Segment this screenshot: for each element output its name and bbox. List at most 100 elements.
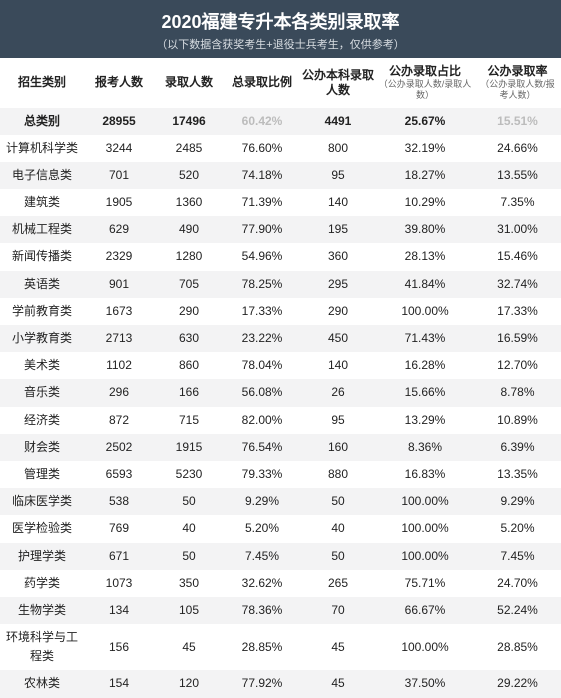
cell: 120 xyxy=(154,670,224,697)
cell: 100.00% xyxy=(376,543,474,570)
cell: 1360 xyxy=(154,189,224,216)
cell: 总类别 xyxy=(0,108,84,135)
cell: 17.33% xyxy=(474,298,561,325)
cell: 76.54% xyxy=(224,434,300,461)
cell: 经济类 xyxy=(0,407,84,434)
cell: 8.78% xyxy=(474,379,561,406)
cell: 17.33% xyxy=(224,298,300,325)
cell: 45 xyxy=(154,624,224,670)
cell: 39.80% xyxy=(376,216,474,243)
cell: 71.43% xyxy=(376,325,474,352)
table-row: 电子信息类70152074.18%9518.27%13.55% xyxy=(0,162,561,189)
cell: 140 xyxy=(300,352,376,379)
cell: 79.33% xyxy=(224,461,300,488)
cell: 50 xyxy=(300,543,376,570)
header: 2020福建专升本各类别录取率 （以下数据含获奖考生+退役士兵考生，仅供参考） xyxy=(0,0,561,58)
cell: 52.24% xyxy=(474,597,561,624)
cell: 29.22% xyxy=(474,670,561,697)
table-container: 2020福建专升本各类别录取率 （以下数据含获奖考生+退役士兵考生，仅供参考） … xyxy=(0,0,561,698)
cell: 护理学类 xyxy=(0,543,84,570)
cell: 音乐类 xyxy=(0,379,84,406)
cell: 77.90% xyxy=(224,216,300,243)
cell: 临床医学类 xyxy=(0,488,84,515)
table-row: 建筑类1905136071.39%14010.29%7.35% xyxy=(0,189,561,216)
cell: 290 xyxy=(154,298,224,325)
cell: 6.39% xyxy=(474,434,561,461)
cell: 药学类 xyxy=(0,570,84,597)
cell: 78.36% xyxy=(224,597,300,624)
cell: 296 xyxy=(84,379,154,406)
head-row: 招生类别报考人数录取人数总录取比例公办本科录取人数公办录取占比（公办录取人数/录… xyxy=(0,58,561,108)
cell: 195 xyxy=(300,216,376,243)
cell: 15.51% xyxy=(474,108,561,135)
cell: 26 xyxy=(300,379,376,406)
cell: 671 xyxy=(84,543,154,570)
cell: 17496 xyxy=(154,108,224,135)
cell: 23.22% xyxy=(224,325,300,352)
cell: 705 xyxy=(154,271,224,298)
cell: 450 xyxy=(300,325,376,352)
cell: 66.67% xyxy=(376,597,474,624)
table-row: 音乐类29616656.08%2615.66%8.78% xyxy=(0,379,561,406)
cell: 15.46% xyxy=(474,243,561,270)
cell: 360 xyxy=(300,243,376,270)
table-row: 环境科学与工程类1564528.85%45100.00%28.85% xyxy=(0,624,561,670)
cell: 45 xyxy=(300,624,376,670)
cell: 13.29% xyxy=(376,407,474,434)
col-header-sub: （公办录取人数/报考人数） xyxy=(476,79,559,102)
col-header-label: 公办本科录取人数 xyxy=(302,68,374,97)
col-header-1: 报考人数 xyxy=(84,58,154,108)
col-header-6: 公办录取率（公办录取人数/报考人数） xyxy=(474,58,561,108)
cell: 156 xyxy=(84,624,154,670)
cell: 环境科学与工程类 xyxy=(0,624,84,670)
cell: 3244 xyxy=(84,135,154,162)
cell: 25.67% xyxy=(376,108,474,135)
col-header-label: 报考人数 xyxy=(95,75,143,89)
cell: 60.42% xyxy=(224,108,300,135)
cell: 小学教育类 xyxy=(0,325,84,352)
cell: 166 xyxy=(154,379,224,406)
cell: 7.45% xyxy=(224,543,300,570)
cell: 31.00% xyxy=(474,216,561,243)
table-row: 学前教育类167329017.33%290100.00%17.33% xyxy=(0,298,561,325)
table-row: 临床医学类538509.29%50100.00%9.29% xyxy=(0,488,561,515)
cell: 74.18% xyxy=(224,162,300,189)
cell: 154 xyxy=(84,670,154,697)
cell: 医学检验类 xyxy=(0,515,84,542)
col-header-label: 公办录取占比 xyxy=(389,64,461,78)
cell: 28.13% xyxy=(376,243,474,270)
col-header-3: 总录取比例 xyxy=(224,58,300,108)
cell: 7.35% xyxy=(474,189,561,216)
table-row: 小学教育类271363023.22%45071.43%16.59% xyxy=(0,325,561,352)
table-row: 经济类87271582.00%9513.29%10.89% xyxy=(0,407,561,434)
cell: 701 xyxy=(84,162,154,189)
header-subtitle: （以下数据含获奖考生+退役士兵考生，仅供参考） xyxy=(0,36,561,52)
cell: 建筑类 xyxy=(0,189,84,216)
table-row: 英语类90170578.25%29541.84%32.74% xyxy=(0,271,561,298)
cell: 538 xyxy=(84,488,154,515)
table-row: 药学类107335032.62%26575.71%24.70% xyxy=(0,570,561,597)
cell: 15.66% xyxy=(376,379,474,406)
cell: 50 xyxy=(300,488,376,515)
cell: 134 xyxy=(84,597,154,624)
cell: 520 xyxy=(154,162,224,189)
table-head: 招生类别报考人数录取人数总录取比例公办本科录取人数公办录取占比（公办录取人数/录… xyxy=(0,58,561,108)
cell: 2329 xyxy=(84,243,154,270)
cell: 860 xyxy=(154,352,224,379)
cell: 490 xyxy=(154,216,224,243)
cell: 学前教育类 xyxy=(0,298,84,325)
cell: 70 xyxy=(300,597,376,624)
col-header-label: 公办录取率 xyxy=(487,64,547,78)
cell: 32.74% xyxy=(474,271,561,298)
cell: 78.25% xyxy=(224,271,300,298)
table-row: 新闻传播类2329128054.96%36028.13%15.46% xyxy=(0,243,561,270)
cell: 英语类 xyxy=(0,271,84,298)
col-header-label: 招生类别 xyxy=(18,75,66,89)
cell: 12.70% xyxy=(474,352,561,379)
cell: 2713 xyxy=(84,325,154,352)
cell: 290 xyxy=(300,298,376,325)
cell: 计算机科学类 xyxy=(0,135,84,162)
cell: 5.20% xyxy=(474,515,561,542)
table-row: 农林类15412077.92%4537.50%29.22% xyxy=(0,670,561,697)
table-row: 医学检验类769405.20%40100.00%5.20% xyxy=(0,515,561,542)
